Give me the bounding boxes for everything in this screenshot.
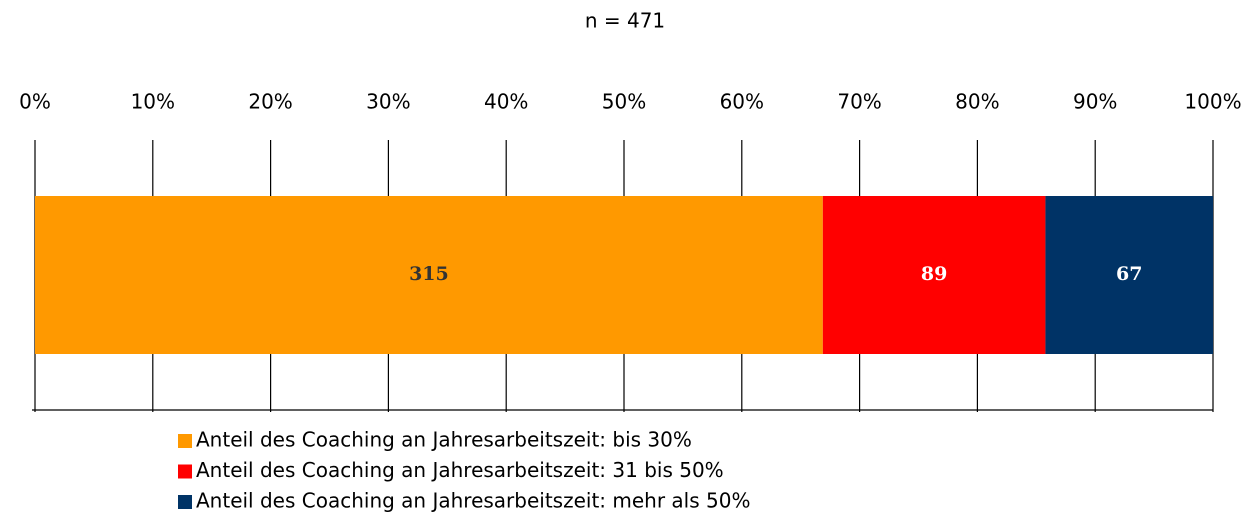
legend-label: Anteil des Coaching an Jahresarbeitszeit…: [196, 458, 724, 482]
x-tick-label: 60%: [720, 90, 764, 114]
x-tick-label: 0%: [19, 90, 51, 114]
data-label: 67: [1116, 263, 1142, 285]
x-tick-label: 20%: [248, 90, 292, 114]
data-label: 315: [409, 263, 449, 285]
legend-swatch: [178, 495, 192, 509]
x-tick-label: 90%: [1073, 90, 1117, 114]
x-tick-label: 100%: [1184, 90, 1241, 114]
bar-segment: [822, 196, 1046, 354]
bar-segment: [35, 196, 823, 354]
legend-swatch: [178, 464, 192, 479]
chart-title: n = 471: [585, 9, 665, 33]
x-tick-label: 40%: [484, 90, 528, 114]
legend-swatch: [178, 434, 192, 448]
x-tick-label: 80%: [955, 90, 999, 114]
legend-label: Anteil des Coaching an Jahresarbeitszeit…: [196, 428, 692, 452]
x-tick-label: 30%: [366, 90, 410, 114]
x-tick-label: 70%: [837, 90, 881, 114]
legend-label: Anteil des Coaching an Jahresarbeitszeit…: [196, 489, 750, 513]
x-tick-label: 10%: [131, 90, 175, 114]
bar-segment: [1045, 196, 1213, 354]
x-tick-label: 50%: [602, 90, 646, 114]
data-label: 89: [921, 263, 947, 285]
